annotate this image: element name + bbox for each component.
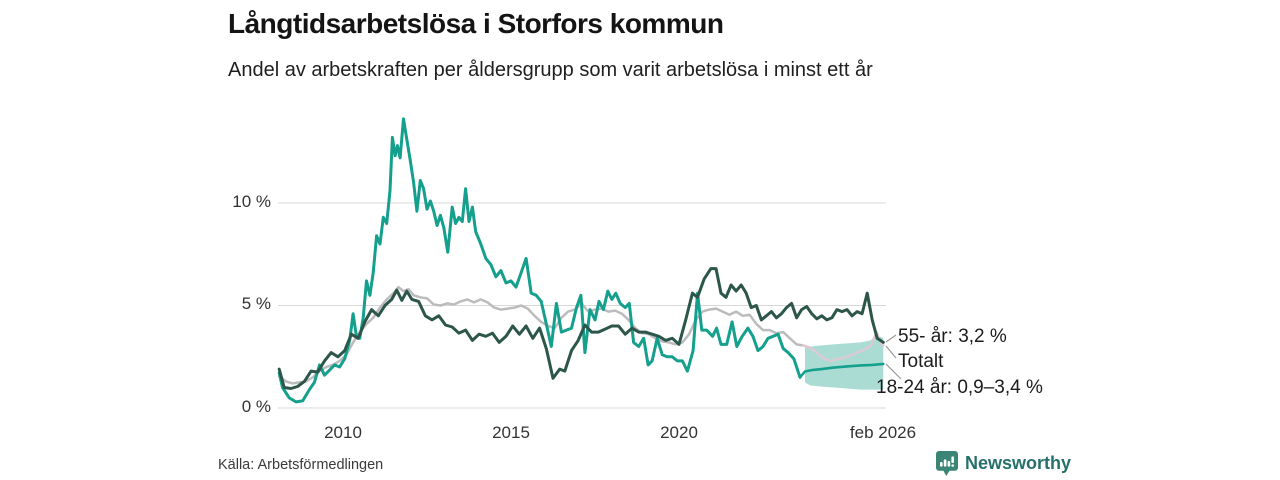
- chart-subtitle: Andel av arbetskraften per åldersgrupp s…: [228, 59, 873, 81]
- series-label-totalt: Totalt: [898, 351, 944, 372]
- y-axis-tick-10: 10 %: [232, 192, 271, 211]
- x-axis-tick-2015: 2015: [492, 423, 530, 442]
- series-line-18-24: [277, 117, 802, 404]
- source-note: Källa: Arbetsförmedlingen: [218, 457, 384, 473]
- series-label-55: 55- år: 3,2 %: [898, 326, 1007, 347]
- x-axis-tick-feb-2026: feb 2026: [849, 423, 917, 442]
- series-line-totalt: [277, 285, 805, 385]
- x-axis-tick-2020: 2020: [660, 423, 698, 442]
- page-title: Långtidsarbetslösa i Storfors kommun: [228, 8, 724, 39]
- x-axis-tick-2010: 2010: [324, 423, 362, 442]
- series-line-55: [277, 267, 885, 390]
- speech-bubble-bar-chart-icon: [936, 451, 958, 476]
- y-axis-tick-0: 0 %: [241, 397, 271, 416]
- brand-name: Newsworthy: [965, 453, 1072, 473]
- y-axis-tick-5: 5 %: [241, 294, 271, 313]
- connector-18-24: [885, 363, 902, 380]
- series-line-18-24-forecast: [798, 362, 885, 379]
- connector-55: [885, 334, 897, 343]
- series-label-18-24: 18-24 år: 0,9–3,4 %: [876, 377, 1043, 398]
- newsworthy-logo: Newsworthy: [936, 451, 1071, 476]
- connector-totalt: [885, 345, 897, 359]
